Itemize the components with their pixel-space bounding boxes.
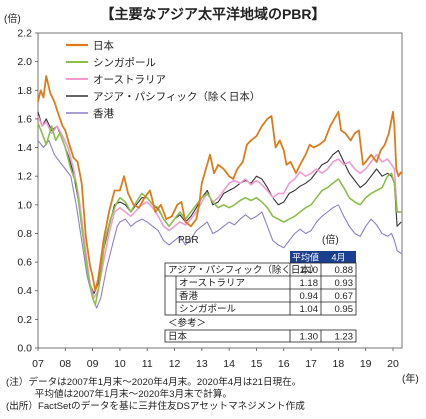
y-tick-label: 0.4 — [17, 285, 32, 297]
note-line-2: 平均値は2007年1月末～2020年3月末で計算。 — [6, 389, 233, 400]
table-cell-avg: 1.04 — [300, 304, 319, 315]
table-cell-apr: 0.67 — [335, 291, 354, 302]
y-tick-label: 2.2 — [17, 28, 32, 40]
series-line-1 — [37, 122, 402, 306]
x-tick-label: 17 — [305, 358, 317, 370]
series-line-2 — [37, 115, 402, 299]
plot-frame — [37, 32, 403, 349]
x-tick-label: 14 — [223, 358, 235, 370]
y-tick-label: 1.4 — [17, 142, 32, 154]
table-reference-apr: 1.23 — [335, 332, 354, 343]
table-cell-apr: 0.88 — [335, 265, 354, 276]
x-tick-label: 13 — [196, 358, 208, 370]
table-cell-avg: 0.94 — [300, 291, 319, 302]
table-row-label: アジア・パシフィック（除く日本） — [168, 264, 319, 276]
legend-label-0: 日本 — [93, 39, 114, 52]
table-cell-apr: 0.95 — [335, 304, 354, 315]
table-reference-avg: 1.30 — [300, 332, 319, 343]
y-tick-label: 0.6 — [17, 257, 32, 269]
x-tick-label: 08 — [59, 358, 71, 370]
y-tick-label: 2.0 — [17, 56, 32, 68]
x-tick-label: 11 — [142, 358, 153, 370]
note-line-3: (出所）FactSetのデータを基に三井住友DSアセットマネジメント作成 — [6, 401, 305, 412]
series-line-4 — [37, 139, 402, 309]
y-tick-label: 1.2 — [17, 171, 32, 183]
table-row-label: オーストラリア — [179, 278, 245, 289]
y-tick-label: 1.8 — [17, 85, 32, 97]
table-reference-row — [164, 329, 357, 343]
y-tick-label: 0.2 — [17, 314, 32, 326]
table-row-bg — [165, 289, 356, 302]
table-unit: (倍) — [322, 233, 339, 246]
y-tick-label: 0.0 — [17, 343, 32, 355]
x-tick-label: 18 — [333, 358, 345, 370]
x-tick-label: 10 — [114, 358, 126, 370]
series-line-0 — [37, 75, 402, 292]
table-row-label: 香港 — [179, 290, 199, 302]
y-axis-unit: (倍) — [4, 12, 21, 25]
note-line-1: (注）データは2007年1月末～2020年4月末。2020年4月は21日現在。 — [6, 377, 302, 388]
x-tick-label: 09 — [87, 358, 99, 370]
legend-label-2: オーストラリア — [93, 74, 166, 86]
y-tick-label: 1.6 — [17, 113, 32, 125]
table-header-avg: 平均値 — [292, 252, 319, 263]
x-tick-label: 20 — [387, 358, 399, 370]
table-caption: PBR — [178, 235, 199, 246]
table-reference-name: 日本 — [168, 331, 188, 343]
table-row-bg — [165, 302, 356, 315]
y-tick-label: 1.0 — [17, 199, 32, 211]
table-cell-apr: 0.93 — [335, 278, 354, 289]
table-cell-avg: 1.18 — [300, 278, 319, 289]
x-axis-unit: (年) — [402, 372, 419, 385]
x-tick-label: 07 — [32, 358, 44, 370]
x-tick-label: 19 — [360, 358, 372, 370]
table-cell-avg: 1.10 — [300, 265, 319, 276]
table-row-bg — [165, 263, 356, 276]
x-tick-label: 15 — [251, 358, 263, 370]
legend-label-3: アジア・パシフィック（除く日本） — [93, 90, 260, 103]
legend-label-1: シンガポール — [93, 57, 156, 69]
table-row-label: シンガポール — [179, 304, 237, 315]
x-tick-label: 12 — [169, 358, 181, 370]
x-tick-label: 16 — [278, 358, 290, 370]
legend-label-4: 香港 — [93, 108, 114, 120]
table-row-bg — [165, 276, 356, 289]
chart-title: 【主要なアジア太平洋地域のPBR】 — [100, 6, 326, 22]
table-header-bg — [290, 251, 356, 263]
y-tick-label: 0.8 — [17, 228, 32, 240]
table-reference-label: ＜参考＞ — [168, 317, 206, 329]
table-header-apr: 4月 — [331, 253, 345, 263]
